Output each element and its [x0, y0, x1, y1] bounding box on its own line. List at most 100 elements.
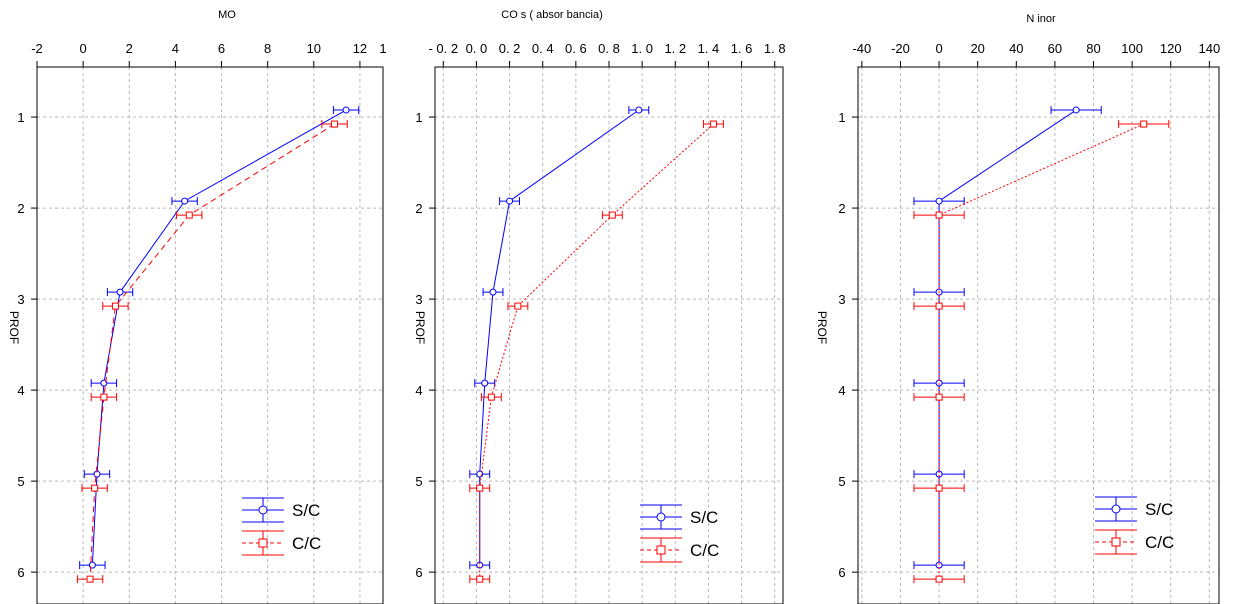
data-point-square — [476, 484, 484, 492]
x-tick-label: 40 — [1009, 41, 1023, 56]
legend-item: S/C — [242, 497, 320, 523]
data-point-square — [185, 211, 193, 219]
series-line-sc — [479, 109, 640, 566]
legend-marker-square — [1111, 537, 1121, 547]
data-point-circle — [635, 106, 643, 114]
x-tick-label: 2 — [126, 41, 133, 56]
y-tick-label: 1 — [17, 110, 24, 125]
data-point-square — [86, 575, 94, 583]
legend-label: S/C — [1145, 500, 1173, 519]
y-axis-label: PROF — [413, 311, 427, 344]
data-point-square — [514, 302, 522, 310]
y-tick-label: 2 — [838, 201, 845, 216]
data-point-square — [91, 484, 99, 492]
x-tick-label: 1. 8 — [764, 41, 786, 56]
data-point-square — [935, 575, 943, 583]
series-line-cc — [479, 123, 714, 580]
y-tick-label: 2 — [415, 201, 422, 216]
x-tick-label: 10 — [307, 41, 321, 56]
y-tick-label: 5 — [415, 474, 422, 489]
data-point-square — [487, 393, 495, 401]
legend: S/C C/C — [640, 504, 719, 563]
x-tick-label: 0. 6 — [565, 41, 587, 56]
x-tick-label: 12 — [353, 41, 367, 56]
x-tick-label: -40 — [852, 41, 871, 56]
y-tick-label: 5 — [838, 474, 845, 489]
data-point-square — [709, 120, 717, 128]
x-tick-label: -2 — [31, 41, 43, 56]
y-tick-label: 6 — [415, 565, 422, 580]
legend-item: C/C — [242, 530, 321, 556]
legend-item: S/C — [1095, 496, 1173, 522]
x-tick-label: 0 — [80, 41, 87, 56]
data-point-square — [935, 211, 943, 219]
legend-item: C/C — [640, 537, 719, 563]
y-tick-label: 5 — [17, 474, 24, 489]
data-point-circle — [481, 379, 489, 387]
data-point-circle — [489, 288, 497, 296]
y-tick-label: 2 — [17, 201, 24, 216]
data-point-circle — [116, 288, 124, 296]
y-tick-label: 3 — [415, 292, 422, 307]
data-point-square — [608, 211, 616, 219]
x-tick-label: 80 — [1086, 41, 1100, 56]
series-line-sc — [91, 109, 347, 566]
legend-label: C/C — [1145, 533, 1174, 552]
x-tick-label: 0 — [935, 41, 942, 56]
x-tick-label: 6 — [218, 41, 225, 56]
data-point-square — [935, 393, 943, 401]
x-axis-title: N inor — [1026, 13, 1056, 25]
data-point-square — [935, 302, 943, 310]
x-tick-label: 1. 2 — [664, 41, 686, 56]
x-tick-label: 1 — [379, 41, 386, 56]
data-point-circle — [181, 197, 189, 205]
y-axis-label: PROF — [7, 311, 21, 344]
data-point-square — [331, 120, 339, 128]
data-point-square — [111, 302, 119, 310]
y-tick-label: 4 — [17, 383, 24, 398]
x-tick-label: 0. 0 — [466, 41, 488, 56]
legend: S/C C/C — [242, 497, 321, 556]
data-point-circle — [93, 470, 101, 478]
data-point-square — [476, 575, 484, 583]
data-point-circle — [1072, 106, 1080, 114]
series-line-cc — [89, 123, 335, 580]
x-tick-label: 1. 4 — [698, 41, 720, 56]
x-tick-label: 1. 6 — [731, 41, 753, 56]
legend-marker-circle — [656, 512, 666, 522]
legend: S/C C/C — [1095, 496, 1174, 555]
y-tick-label: 1 — [838, 110, 845, 125]
data-point-circle — [506, 197, 514, 205]
plot-frame — [857, 66, 1220, 604]
x-tick-label: 140 — [1198, 41, 1220, 56]
plot-frame — [36, 66, 384, 604]
series-line-cc — [938, 123, 1144, 580]
y-tick-label: 6 — [838, 565, 845, 580]
x-tick-label: 8 — [264, 41, 271, 56]
x-tick-label: 4 — [172, 41, 179, 56]
y-tick-label: 6 — [17, 565, 24, 580]
x-tick-label: - 0. 2 — [428, 41, 458, 56]
y-tick-label: 4 — [838, 383, 845, 398]
data-point-square — [100, 393, 108, 401]
x-tick-label: 0. 2 — [499, 41, 521, 56]
chart-panel: - 0. 2 0. 0 0. 2 0. 4 0. 6 0. 8 1. 0 1. 2 1. 4 1.… — [413, 9, 786, 604]
series-line-sc — [938, 109, 1077, 566]
x-tick-label: -20 — [891, 41, 910, 56]
x-tick-label: 120 — [1160, 41, 1182, 56]
legend-label: C/C — [292, 534, 321, 553]
x-tick-label: 20 — [970, 41, 984, 56]
x-tick-label: 1. 0 — [631, 41, 653, 56]
legend-item: S/C — [640, 504, 718, 530]
x-tick-label: 0. 4 — [532, 41, 554, 56]
x-axis-title: CO s ( absor bancia) — [501, 9, 602, 21]
legend-marker-square — [258, 538, 268, 548]
data-point-square — [935, 484, 943, 492]
y-tick-label: 1 — [415, 110, 422, 125]
legend-item: C/C — [1095, 529, 1174, 555]
data-point-square — [1140, 120, 1148, 128]
x-tick-label: 100 — [1121, 41, 1143, 56]
y-tick-label: 3 — [838, 292, 845, 307]
